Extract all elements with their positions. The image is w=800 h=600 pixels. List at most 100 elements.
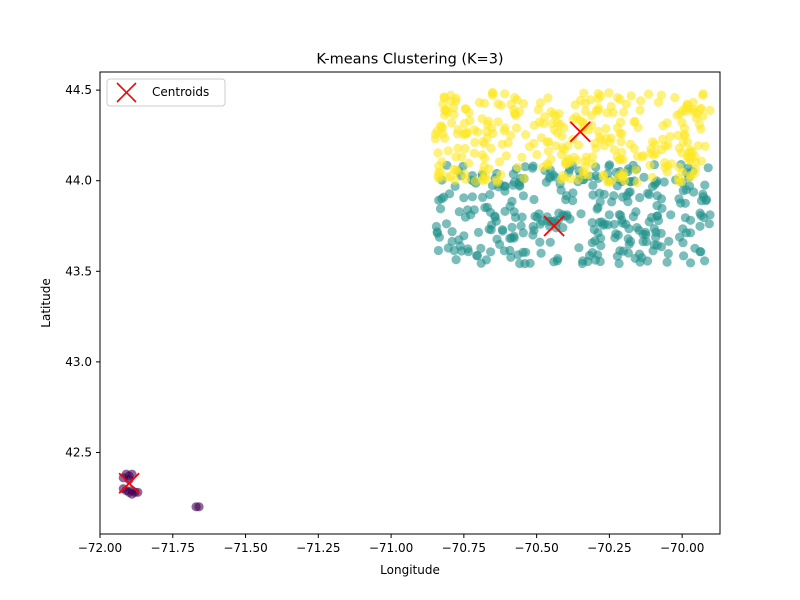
data-point-cluster-2 <box>658 121 668 131</box>
data-point-cluster-1 <box>517 212 527 222</box>
data-point-cluster-2 <box>619 168 629 178</box>
data-point-cluster-2 <box>645 160 655 170</box>
data-point-cluster-1 <box>433 245 443 256</box>
data-point-cluster-2 <box>503 138 513 148</box>
centroid-marker <box>118 472 140 494</box>
data-point-cluster-2 <box>515 106 525 117</box>
data-point-cluster-2 <box>434 161 444 171</box>
data-point-cluster-2 <box>615 154 626 164</box>
data-point-cluster-2 <box>543 93 553 103</box>
data-point-cluster-2 <box>434 173 444 183</box>
legend: Centroids <box>106 78 226 107</box>
data-point-cluster-1 <box>700 180 710 190</box>
data-point-cluster-2 <box>593 126 603 136</box>
data-point-cluster-2 <box>452 129 462 139</box>
data-point-cluster-1 <box>614 210 624 220</box>
data-point-cluster-1 <box>583 256 593 267</box>
data-point-cluster-2 <box>517 152 527 162</box>
x-tick-label: −72.00 <box>78 541 122 555</box>
data-point-cluster-1 <box>518 191 529 201</box>
data-point-cluster-1 <box>532 212 542 222</box>
data-point-cluster-2 <box>609 145 620 155</box>
centroids-layer <box>118 121 591 494</box>
data-point-cluster-1 <box>591 171 601 181</box>
data-point-cluster-2 <box>488 90 498 100</box>
data-point-cluster-2 <box>571 112 581 122</box>
data-point-cluster-2 <box>529 138 539 148</box>
data-point-cluster-2 <box>601 124 611 134</box>
data-point-cluster-1 <box>518 228 528 238</box>
data-point-cluster-1 <box>480 203 490 213</box>
data-point-cluster-2 <box>457 152 467 162</box>
data-point-cluster-1 <box>435 204 446 214</box>
data-point-cluster-2 <box>605 137 615 147</box>
data-point-cluster-1 <box>648 246 658 256</box>
data-point-cluster-2 <box>617 129 627 139</box>
data-point-cluster-2 <box>552 117 563 128</box>
data-point-cluster-2 <box>660 141 670 151</box>
data-point-cluster-2 <box>473 127 483 137</box>
data-point-cluster-1 <box>507 222 517 232</box>
data-point-cluster-1 <box>651 232 661 242</box>
data-point-cluster-2 <box>559 145 569 155</box>
data-point-cluster-2 <box>631 165 641 175</box>
data-point-cluster-2 <box>636 96 646 106</box>
data-point-cluster-1 <box>505 233 515 243</box>
data-point-cluster-1 <box>679 251 689 261</box>
data-point-cluster-2 <box>665 132 675 142</box>
data-point-cluster-1 <box>664 236 674 246</box>
data-point-cluster-1 <box>644 217 654 227</box>
data-point-cluster-2 <box>632 177 642 188</box>
x-axis: −72.00 −71.75 −71.50 −71.25 −71.00 −70.75 −70.… <box>78 534 704 555</box>
data-point-cluster-2 <box>481 175 491 185</box>
data-point-cluster-1 <box>576 209 586 219</box>
data-point-cluster-1 <box>529 194 539 205</box>
data-point-cluster-1 <box>528 230 538 240</box>
data-point-cluster-2 <box>465 115 475 126</box>
data-point-cluster-1 <box>704 219 714 229</box>
data-point-cluster-2 <box>696 124 706 134</box>
data-point-cluster-2 <box>469 148 479 158</box>
data-point-cluster-1 <box>548 170 558 180</box>
data-point-cluster-2 <box>544 137 554 147</box>
data-point-cluster-1 <box>486 225 496 235</box>
data-point-cluster-1 <box>635 193 645 203</box>
data-point-cluster-2 <box>453 143 463 153</box>
data-point-cluster-1 <box>617 218 628 228</box>
data-point-cluster-2 <box>499 126 509 136</box>
data-point-cluster-1 <box>508 169 518 179</box>
y-axis: 42.5 43.0 43.5 44.0 44.5 <box>65 83 100 459</box>
data-point-cluster-1 <box>595 256 605 267</box>
data-point-cluster-2 <box>688 97 698 107</box>
data-point-cluster-1 <box>656 194 667 204</box>
data-point-cluster-2 <box>464 158 474 168</box>
data-point-cluster-2 <box>602 108 612 118</box>
y-tick-label: 43.0 <box>65 355 92 369</box>
plot-frame <box>99 71 721 535</box>
data-point-cluster-1 <box>568 188 578 198</box>
data-point-cluster-1 <box>659 177 669 187</box>
data-point-cluster-2 <box>464 107 474 118</box>
data-point-cluster-2 <box>613 93 623 103</box>
data-point-cluster-1 <box>506 252 516 262</box>
data-point-cluster-2 <box>521 130 531 140</box>
data-point-cluster-1 <box>614 258 624 269</box>
data-point-cluster-1 <box>558 223 568 233</box>
data-point-cluster-1 <box>588 180 598 190</box>
data-point-cluster-2 <box>460 143 470 154</box>
data-point-cluster-2 <box>691 113 701 123</box>
data-point-cluster-2 <box>482 119 493 130</box>
data-point-cluster-2 <box>616 137 626 147</box>
data-point-cluster-2 <box>542 159 552 169</box>
y-tick-label: 44.5 <box>65 83 92 97</box>
data-point-cluster-1 <box>597 217 607 227</box>
data-point-cluster-2 <box>500 89 510 99</box>
data-point-cluster-1 <box>666 210 676 220</box>
data-point-cluster-1 <box>441 219 452 229</box>
data-point-cluster-1 <box>467 192 477 202</box>
data-point-cluster-2 <box>596 135 606 145</box>
data-point-cluster-1 <box>632 223 642 233</box>
x-tick-label: −70.00 <box>660 541 704 555</box>
data-point-cluster-2 <box>696 156 707 166</box>
data-point-cluster-1 <box>587 238 597 248</box>
